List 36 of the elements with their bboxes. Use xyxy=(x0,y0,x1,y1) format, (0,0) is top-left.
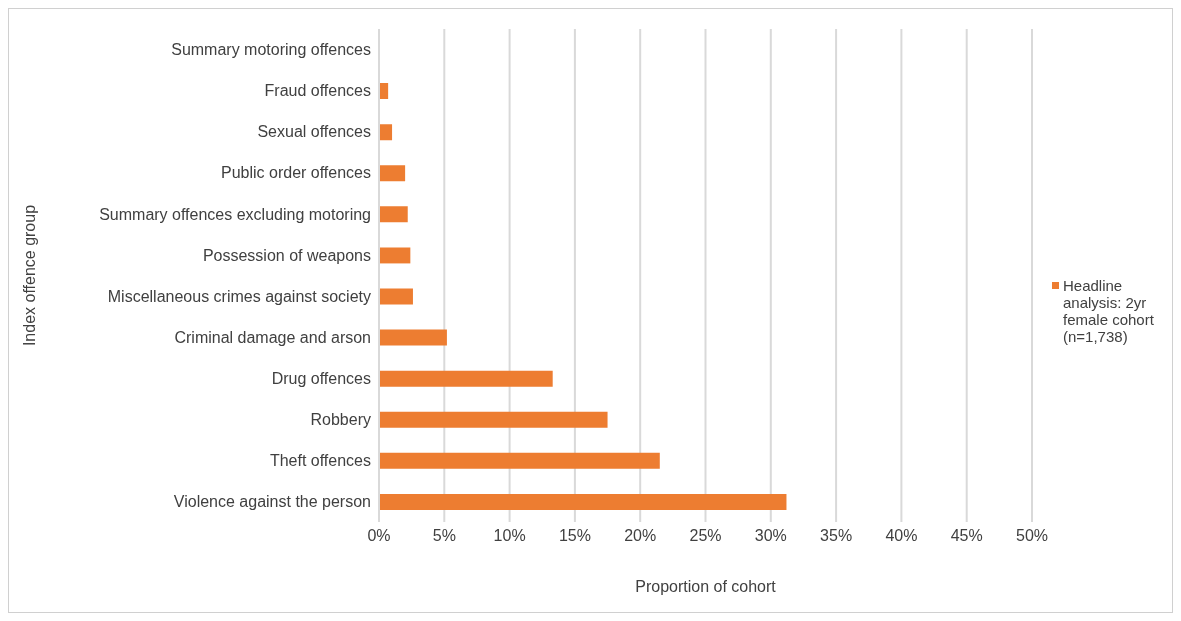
bar xyxy=(379,165,406,182)
y-tick-label: Miscellaneous crimes against society xyxy=(107,287,371,305)
bar xyxy=(379,493,787,510)
y-tick-label: Sexual offences xyxy=(257,123,371,141)
y-tick-label: Summary offences excluding motoring xyxy=(99,205,371,223)
x-tick-label: 15% xyxy=(558,527,591,545)
y-tick-label: Possession of weapons xyxy=(202,246,371,264)
x-tick-label: 35% xyxy=(820,527,853,545)
bar xyxy=(379,288,413,305)
bar xyxy=(379,370,553,387)
y-tick-label: Theft offences xyxy=(269,452,371,470)
x-tick-label: 25% xyxy=(689,527,722,545)
x-tick-label: 5% xyxy=(432,527,456,545)
bar xyxy=(379,124,393,141)
x-tick-label: 0% xyxy=(367,527,391,545)
y-tick-label: Violence against the person xyxy=(173,493,371,511)
x-tick-label: 10% xyxy=(493,527,526,545)
bar xyxy=(379,247,411,264)
x-tick-label: 50% xyxy=(1015,527,1049,545)
bar xyxy=(379,329,447,346)
y-tick-label: Robbery xyxy=(310,410,371,428)
y-axis-title: Index offence group xyxy=(20,204,38,347)
x-tick-label: 20% xyxy=(624,527,657,545)
bar xyxy=(379,206,408,223)
x-tick-label: 30% xyxy=(754,527,787,545)
y-tick-label: Criminal damage and arson xyxy=(174,328,371,346)
x-axis-title: Proportion of cohort xyxy=(635,578,777,595)
y-tick-label: Summary motoring offences xyxy=(171,41,371,59)
y-tick-label: Fraud offences xyxy=(264,82,371,100)
bar xyxy=(379,452,660,469)
y-tick-label: Public order offences xyxy=(220,164,371,182)
bar xyxy=(379,411,608,428)
x-tick-label: 40% xyxy=(885,527,918,545)
y-tick-label: Drug offences xyxy=(271,369,371,387)
legend-label: Headline analysis: 2yr female cohort (n=1,738) xyxy=(1063,276,1155,345)
x-tick-label: 45% xyxy=(950,527,983,545)
